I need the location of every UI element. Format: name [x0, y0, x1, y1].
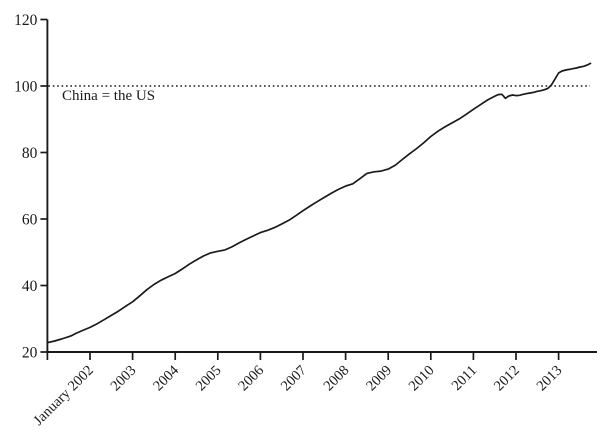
y-tick-label: 20: [22, 345, 38, 362]
x-tick-label: 2009: [363, 363, 395, 395]
y-tick-label: 40: [22, 278, 38, 295]
reference-line-label: China = the US: [62, 88, 156, 104]
x-tick-label: 2012: [491, 363, 523, 395]
x-tick-label: 2004: [150, 362, 182, 394]
x-tick-label: 2008: [321, 363, 353, 395]
x-tick-label: 2013: [534, 363, 566, 395]
x-tick-label: January 2002: [31, 363, 97, 429]
y-tick-label: 80: [22, 145, 38, 162]
y-tick-label: 100: [14, 79, 38, 96]
y-tick-label: 120: [14, 12, 38, 29]
x-tick-label: 2011: [449, 363, 480, 394]
x-tick-label: 2010: [406, 363, 438, 395]
series-line-china-vs-us: [46, 62, 592, 344]
x-tick-label: 2007: [278, 363, 310, 395]
x-tick-label: 2006: [235, 363, 267, 395]
x-tick-label: 2005: [193, 363, 225, 395]
x-tick-label: 2003: [108, 363, 140, 395]
y-tick-label: 60: [22, 212, 38, 229]
